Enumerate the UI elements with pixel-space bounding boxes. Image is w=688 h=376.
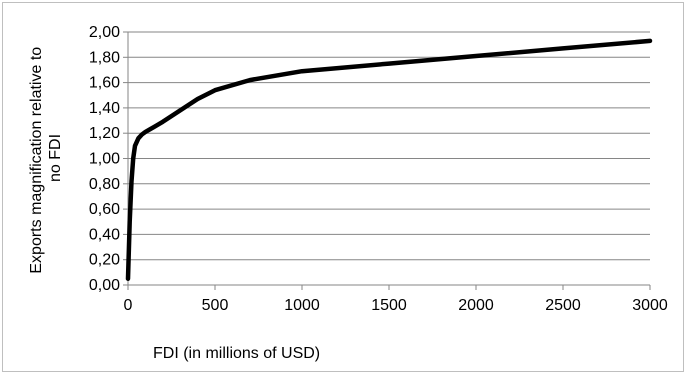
gridlines	[128, 31, 650, 261]
y-axis-title: Exports magnification relative to no FDI	[28, 42, 64, 273]
y-tick-label: 1,20	[89, 125, 120, 142]
x-axis-title: FDI (in millions of USD)	[153, 345, 320, 362]
chart-frame: 0,00 0,20 0,40 0,60 0,80 1,00 1,20 1,40 1,60 1,80…	[2, 2, 684, 372]
x-tick-label: 500	[202, 297, 229, 314]
x-tick-label: 2500	[545, 297, 581, 314]
y-tick-label: 1,80	[89, 49, 120, 66]
y-tick-label: 1,00	[89, 151, 120, 168]
y-tick-label: 0,60	[89, 201, 120, 218]
axes	[123, 31, 651, 290]
y-axis-title-line-1: Exports magnification relative to	[28, 47, 45, 274]
y-tick-labels: 0,00 0,20 0,40 0,60 0,80 1,00 1,20 1,40 1,60 1,80…	[89, 24, 120, 294]
y-tick-label: 0,20	[89, 252, 120, 269]
x-tick-label: 2000	[458, 297, 494, 314]
x-tick-label: 0	[124, 297, 133, 314]
x-tick-labels: 0 500 1000 1500 2000 2500 3000	[124, 297, 668, 314]
y-tick-label: 1,40	[89, 100, 120, 117]
y-tick-label: 0,40	[89, 226, 120, 243]
x-tick-label: 1000	[284, 297, 320, 314]
x-tick-label: 1500	[371, 297, 407, 314]
y-axis-title-line-2: no FDI	[47, 134, 64, 182]
y-tick-label: 2,00	[89, 24, 120, 41]
y-tick-label: 0,00	[89, 277, 120, 294]
x-tick-label: 3000	[632, 297, 668, 314]
y-tick-label: 1,60	[89, 75, 120, 92]
y-tick-label: 0,80	[89, 176, 120, 193]
line-chart: 0,00 0,20 0,40 0,60 0,80 1,00 1,20 1,40 1,60 1,80…	[28, 24, 668, 362]
plot-area	[125, 38, 653, 281]
series-line	[125, 38, 653, 281]
